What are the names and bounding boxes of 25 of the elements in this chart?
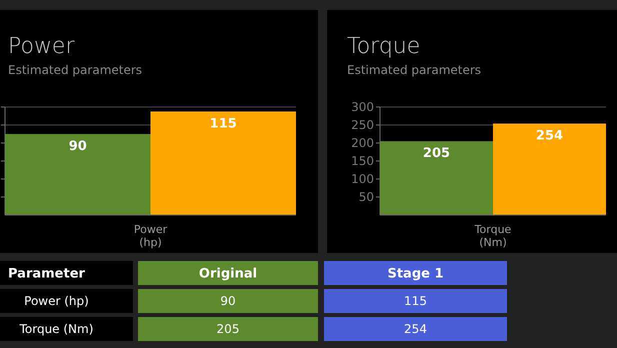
text: 205 <box>216 322 240 336</box>
chart-subtitle: Estimated parameters <box>347 63 482 77</box>
y-tick-label: 150 <box>351 154 374 168</box>
chart-title: Torque <box>347 34 420 59</box>
y-tick-label: 100 <box>351 172 374 186</box>
y-tick-label: 300 <box>351 100 374 114</box>
chart-subtitle: Estimated parameters <box>8 63 142 77</box>
text: 90 <box>220 294 236 308</box>
chart-title: Power <box>8 34 76 59</box>
data-label: 90 <box>68 139 87 154</box>
data-label: 205 <box>422 146 450 162</box>
category-label: Stage 1 <box>387 266 444 282</box>
y-tick-label: 200 <box>351 136 374 150</box>
data-label: 115 <box>210 116 237 132</box>
x-axis-title: Torque (Nm) <box>474 223 512 249</box>
text: Parameter <box>8 266 86 282</box>
text: 115 <box>404 294 427 308</box>
text: 254 <box>404 322 427 336</box>
category-label: Power (hp) <box>24 294 89 308</box>
data-label: 254 <box>536 128 564 144</box>
category-label: Original <box>198 266 258 282</box>
y-tick-label: 250 <box>351 118 374 132</box>
category-label: Torque (Nm) <box>20 322 94 336</box>
x-axis-title: Power (hp) <box>134 223 168 249</box>
y-tick-label: 50 <box>358 190 374 204</box>
